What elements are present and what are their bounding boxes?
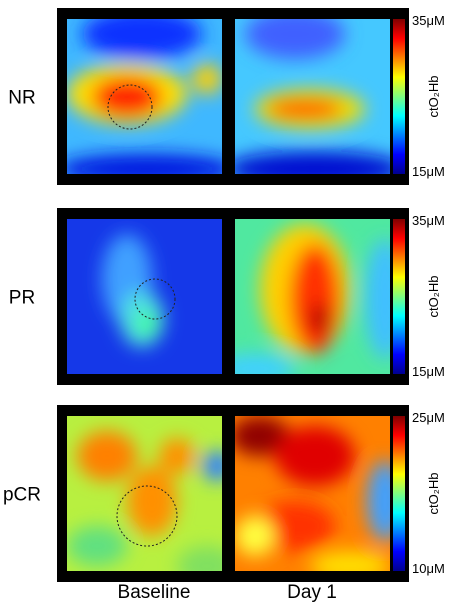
column-label: Day 1 — [287, 582, 337, 603]
blob — [245, 19, 345, 59]
colorbar-label: ctO₂Hb — [426, 473, 441, 515]
roi-circle — [116, 485, 178, 547]
blob — [127, 466, 177, 536]
colorbar-max: 35μM — [412, 213, 445, 228]
heatmap — [235, 19, 390, 174]
blob — [177, 546, 222, 571]
blob — [77, 431, 137, 481]
heatmap-blobs — [102, 234, 164, 347]
blob — [235, 516, 275, 556]
colorbar-max: 35μM — [412, 13, 445, 28]
blob — [92, 77, 162, 117]
blob — [310, 304, 330, 334]
blob — [367, 461, 390, 541]
blob — [235, 416, 290, 456]
blob — [159, 438, 195, 474]
row-label: pCR — [3, 485, 41, 506]
colorbar-max: 25μM — [412, 410, 445, 425]
colorbar-label: ctO₂Hb — [426, 76, 441, 118]
heatmap — [67, 19, 222, 174]
blob — [202, 451, 222, 481]
heatmap — [235, 416, 390, 571]
colorbar-min: 10μM — [412, 561, 445, 576]
blob — [310, 551, 390, 571]
heatmap-blobs — [67, 19, 222, 174]
colorbar-min: 15μM — [412, 364, 445, 379]
blob — [290, 244, 340, 354]
blob — [67, 154, 222, 174]
blob — [82, 19, 202, 59]
heatmap-blobs — [235, 19, 390, 174]
blob — [255, 501, 335, 551]
roi-circle — [134, 278, 176, 320]
colorbar-label: ctO₂Hb — [426, 276, 441, 318]
heatmap-blobs — [235, 416, 390, 571]
row-label: PR — [9, 288, 35, 309]
heatmap — [67, 219, 222, 374]
heatmap-blobs — [235, 224, 390, 374]
blob — [365, 239, 390, 359]
blob — [67, 526, 127, 566]
column-label: Baseline — [118, 582, 191, 603]
colorbar — [393, 219, 405, 374]
colorbar — [393, 416, 405, 571]
blob — [192, 64, 222, 94]
blob — [235, 151, 390, 174]
row-label: NR — [8, 88, 35, 109]
blob — [137, 312, 157, 336]
blob — [267, 99, 343, 119]
roi-circle — [107, 84, 153, 130]
blob — [235, 354, 295, 374]
heatmap — [67, 416, 222, 571]
heatmap-blobs — [67, 431, 222, 571]
colorbar — [393, 19, 405, 174]
heatmap — [235, 219, 390, 374]
colorbar-min: 15μM — [412, 164, 445, 179]
blob — [275, 426, 355, 486]
